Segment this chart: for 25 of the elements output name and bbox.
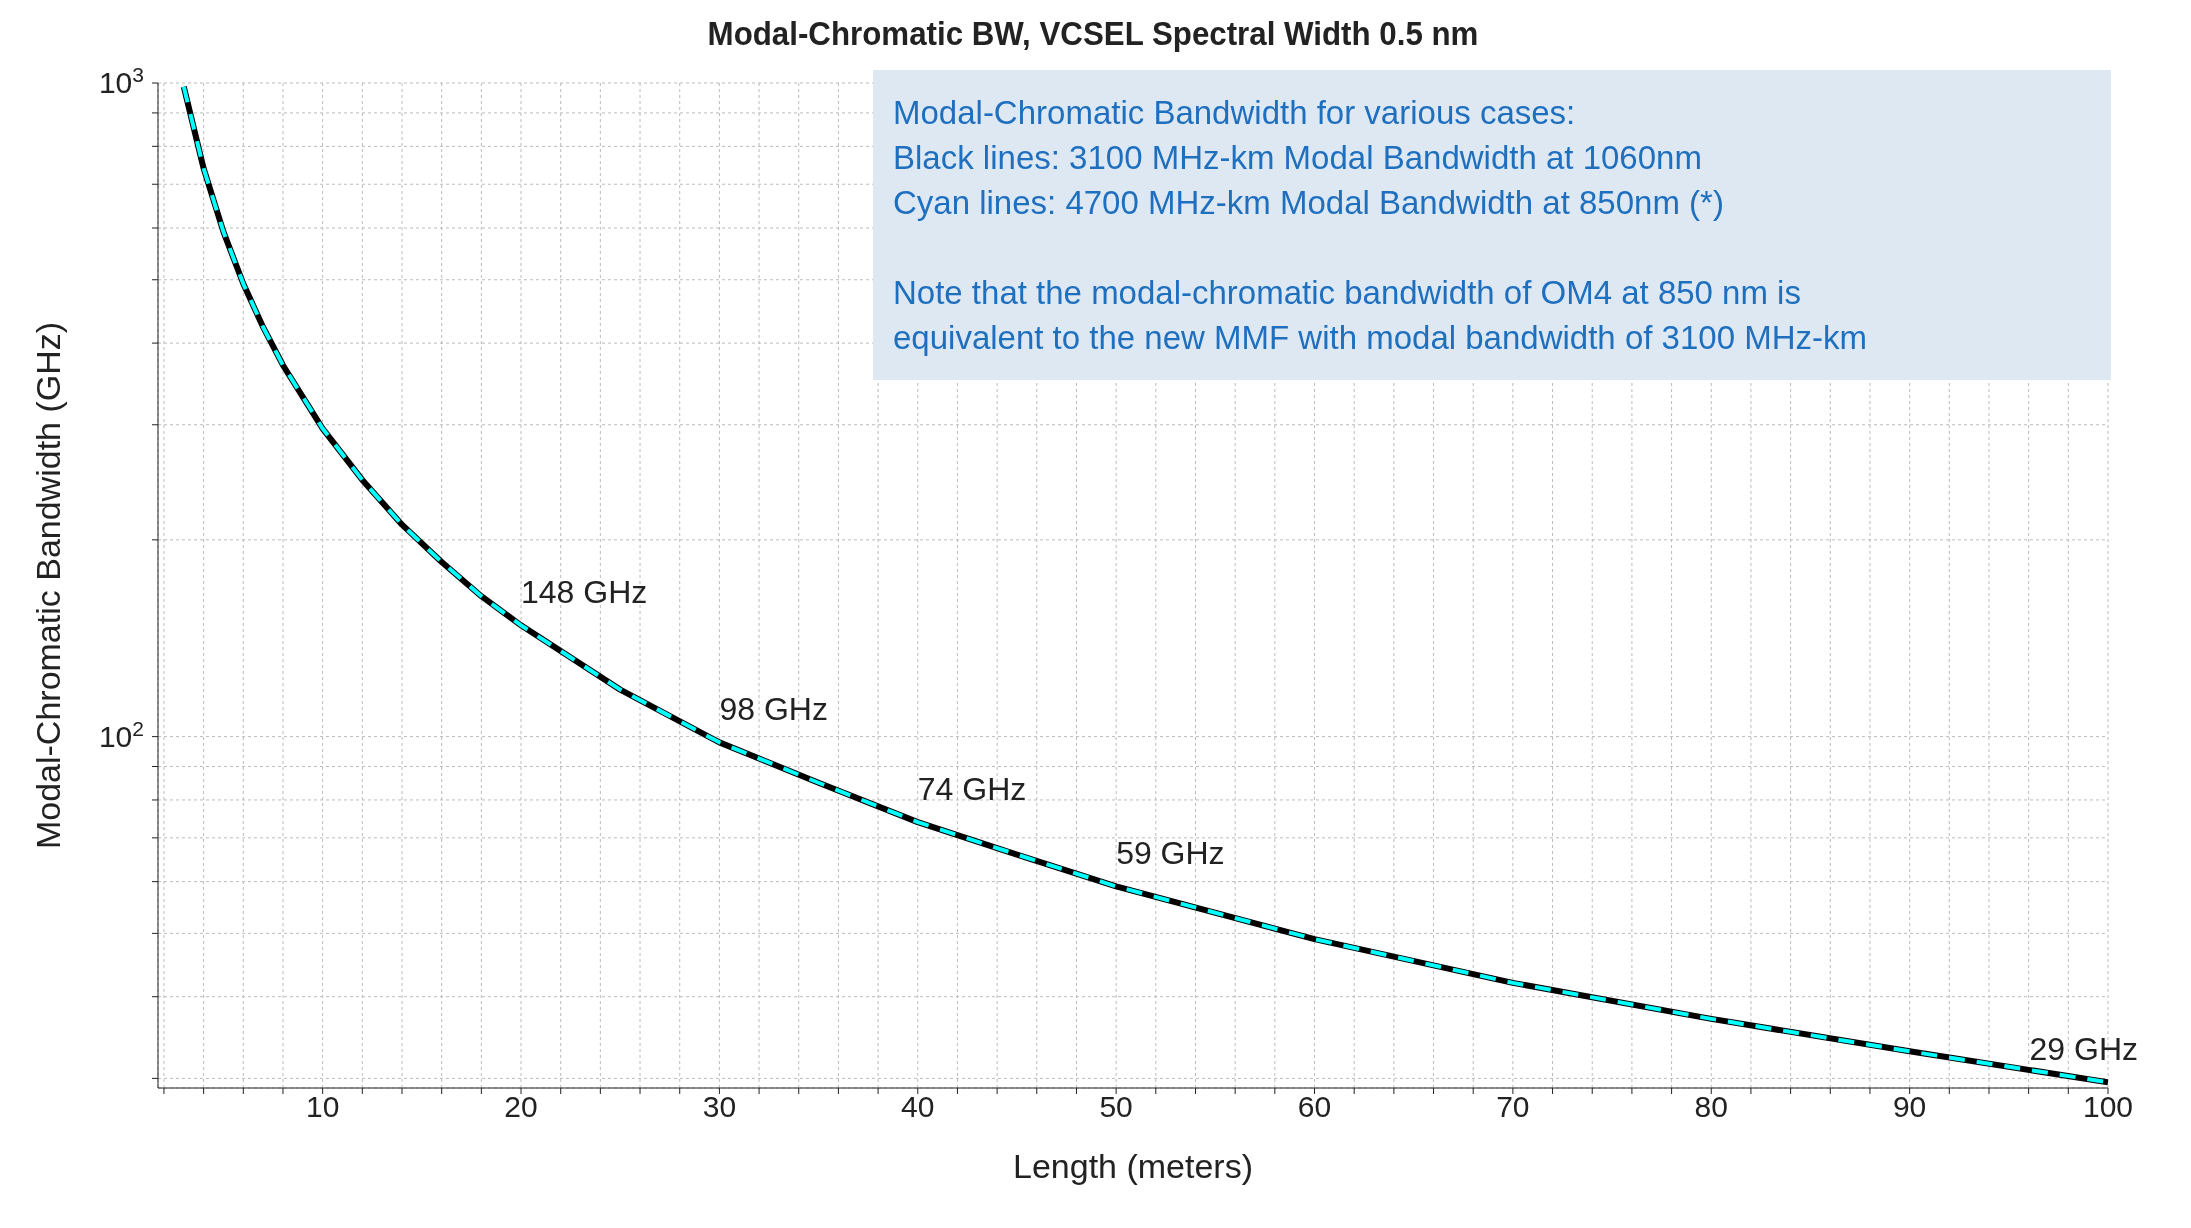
annotation: 98 GHz (719, 691, 828, 728)
annotation: Cyan lines: 4700 MHz-km Modal Bandwidth at 850nm (*) (893, 183, 1725, 223)
x-tick-label: 70 (1496, 1090, 1530, 1124)
x-tick-label: 60 (1297, 1090, 1332, 1124)
annotation: Note that the modal-chromatic bandwidth of OM4 at 850 nm is (893, 273, 1802, 313)
y-tick-label: 10$^{2}$ (98, 716, 144, 753)
x-tick-label: 50 (1099, 1090, 1133, 1124)
x-tick-label: 20 (504, 1090, 538, 1124)
x-tick-label: 90 (1892, 1090, 1927, 1124)
annotation: 74 GHz (917, 771, 1027, 808)
annotation: Modal-Chromatic Bandwidth for various cases: (893, 93, 1577, 133)
x-tick-label: 100 (2082, 1090, 2134, 1124)
x-tick-label: 10 (305, 1090, 340, 1124)
annotation: Black lines: 3100 MHz-km Modal Bandwidth at 1060nm (893, 138, 1703, 178)
x-axis-title: Length (meters) (1013, 1147, 1253, 1185)
annotation: equivalent to the new MMF with modal bandwidth of 3100 MHz-km (893, 318, 1868, 358)
x-tick-label: 30 (702, 1090, 737, 1124)
annotation: 59 GHz (1116, 835, 1225, 872)
y-tick-label: 10$^{3}$ (98, 62, 144, 99)
x-tick-label: 40 (901, 1090, 935, 1124)
y-axis-title: Modal-Chromatic Bandwidth (GHz) (29, 321, 68, 850)
chart-title: Modal-Chromatic BW, VCSEL Spectral Width 0.5 nm (706, 13, 1480, 54)
annotation: 29 GHz (2029, 1031, 2138, 1068)
annotation: 148 GHz (521, 574, 648, 611)
x-tick-label: 80 (1694, 1090, 1728, 1124)
